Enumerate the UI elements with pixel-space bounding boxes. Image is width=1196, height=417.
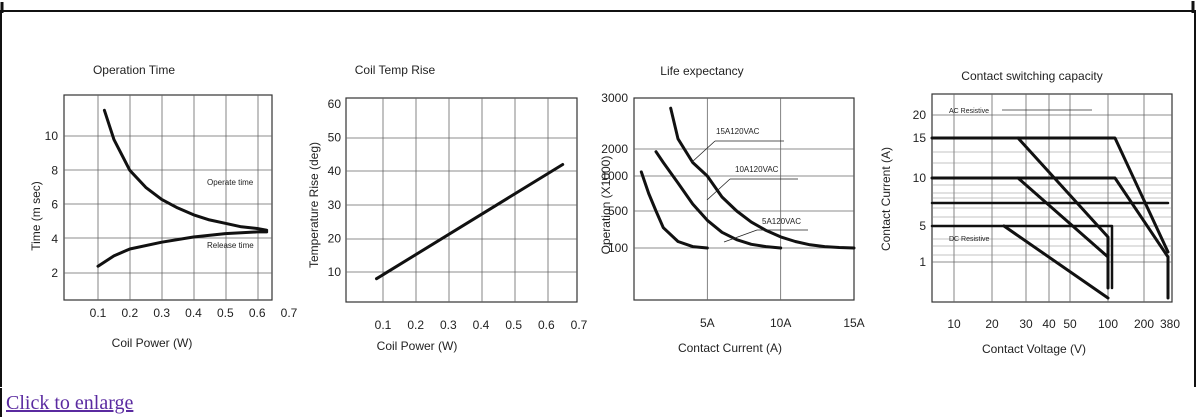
chart1-x-tick: 0.1 <box>90 306 107 320</box>
chart1-operate-label: Operate time <box>207 178 254 187</box>
chart2-y-tick: 30 <box>328 198 342 212</box>
chart2-y-tick: 60 <box>328 97 342 111</box>
chart2-x-tick: 0.6 <box>538 318 555 332</box>
chart2-series-line <box>375 163 565 281</box>
chart4-dc-label: DC Resistive <box>949 236 990 243</box>
chart1-y-tick: 10 <box>45 129 59 143</box>
chart4-dc-derate-2 <box>1016 176 1110 259</box>
chart4-ac-label: AC Resistive <box>949 108 989 115</box>
chart1-title: Operation Time <box>93 63 175 77</box>
chart4-y-tick: 15 <box>913 131 927 145</box>
chart4-y-tick: 1 <box>919 255 926 269</box>
chart3-x-label: Contact Current (A) <box>678 341 782 355</box>
chart4-x-label: Contact Voltage (V) <box>982 342 1086 356</box>
top-border <box>0 0 1196 13</box>
chart1-x-label: Coil Power (W) <box>112 336 193 350</box>
chart2-y-tick: 10 <box>328 265 342 279</box>
chart1-y-tick: 8 <box>51 163 58 177</box>
chart3-series-line <box>669 106 856 250</box>
chart3-leader-line <box>691 140 716 163</box>
chart4-x-tick: 200 <box>1134 317 1154 331</box>
chart4-x-tick: 50 <box>1063 317 1077 331</box>
chart1-series-line <box>102 108 269 232</box>
chart1-series-line <box>96 230 269 268</box>
chart1-x-tick: 0.7 <box>281 306 298 320</box>
chart2-x-tick: 0.1 <box>375 318 392 332</box>
chart4-x-tick: 30 <box>1019 317 1033 331</box>
chart1-x-tick: 0.3 <box>153 306 170 320</box>
chart3-annotation: 5A120VAC <box>762 217 801 226</box>
chart4-dc-curve <box>930 224 1114 290</box>
chart2-y-tick: 20 <box>328 231 342 245</box>
chart3-y-tick: 500 <box>608 204 628 218</box>
chart3-y-tick: 3000 <box>601 91 628 105</box>
chart2-x-label: Coil Power (W) <box>377 339 458 353</box>
chart2-y-label: Temperature Rise (deg) <box>307 142 321 268</box>
chart3-leader-line <box>723 229 758 243</box>
chart4-y-tick: 20 <box>913 108 927 122</box>
chart4-x-tick: 10 <box>947 317 961 331</box>
chart3-y-tick: 100 <box>608 241 628 255</box>
chart3-plot-frame <box>633 97 855 301</box>
chart3-title: Life expectancy <box>660 64 743 78</box>
chart-panel: Operation Time 2 4 6 8 10 0.1 0.2 0.3 0.4 0.5 0.6 0.… <box>0 12 1196 387</box>
chart2-x-tick: 0.7 <box>571 318 588 332</box>
chart4-title: Contact switching capacity <box>961 69 1102 83</box>
chart3-annotation: 15A120VAC <box>716 127 760 136</box>
chart1-plot-frame <box>63 94 273 301</box>
chart1-release-label: Release time <box>207 241 254 250</box>
chart3-y-tick: 1000 <box>601 169 628 183</box>
chart3-y-tick: 2000 <box>601 142 628 156</box>
chart3-x-tick: 5A <box>700 316 715 330</box>
chart3-x-tick: 15A <box>843 316 864 330</box>
chart1-x-tick: 0.6 <box>249 306 266 320</box>
chart1-x-tick: 0.4 <box>185 306 202 320</box>
charts-canvas: Operation Time 2 4 6 8 10 0.1 0.2 0.3 0.4 0.5 0.6 0.… <box>29 63 1180 356</box>
chart2-plot-frame <box>345 97 578 303</box>
chart1-x-tick: 0.2 <box>121 306 138 320</box>
chart2-y-tick: 40 <box>328 164 342 178</box>
chart4-x-tick: 20 <box>985 317 999 331</box>
chart4-x-tick: 100 <box>1098 317 1118 331</box>
chart3-x-tick: 10A <box>770 316 791 330</box>
left-border <box>0 388 2 417</box>
chart4-ac-curve-10a <box>930 176 1170 259</box>
chart3-y-label: Operation (X1000) <box>599 156 613 255</box>
chart3-series-line <box>654 150 783 250</box>
chart2-x-tick: 0.3 <box>440 318 457 332</box>
chart4-x-tick: 380 <box>1160 317 1180 331</box>
chart1-x-tick: 0.5 <box>217 306 234 320</box>
chart2-title: Coil Temp Rise <box>355 63 436 77</box>
chart4-y-tick: 5 <box>919 219 926 233</box>
chart2-x-tick: 0.4 <box>473 318 490 332</box>
chart4-ac-curve-15a <box>930 136 1170 254</box>
chart4-x-tick: 40 <box>1042 317 1056 331</box>
chart1-y-tick: 6 <box>51 198 58 212</box>
chart3-leader-line <box>706 178 731 201</box>
chart4-dc-derate-3 <box>1002 224 1110 300</box>
chart2-x-tick: 0.2 <box>407 318 424 332</box>
chart4-y-label: Contact Current (A) <box>879 147 893 251</box>
chart4-y-tick: 10 <box>913 171 927 185</box>
chart3-annotation: 10A120VAC <box>735 165 779 174</box>
click-to-enlarge-link[interactable]: Click to enlarge <box>6 392 134 414</box>
chart1-y-label: Time (m sec) <box>29 181 43 251</box>
chart2-y-tick: 50 <box>328 131 342 145</box>
chart1-y-tick: 2 <box>51 266 58 280</box>
chart4-dc-derate-1 <box>1016 136 1110 290</box>
chart1-y-tick: 4 <box>51 232 58 246</box>
chart2-x-tick: 0.5 <box>505 318 522 332</box>
chart3-series-line <box>639 170 709 250</box>
